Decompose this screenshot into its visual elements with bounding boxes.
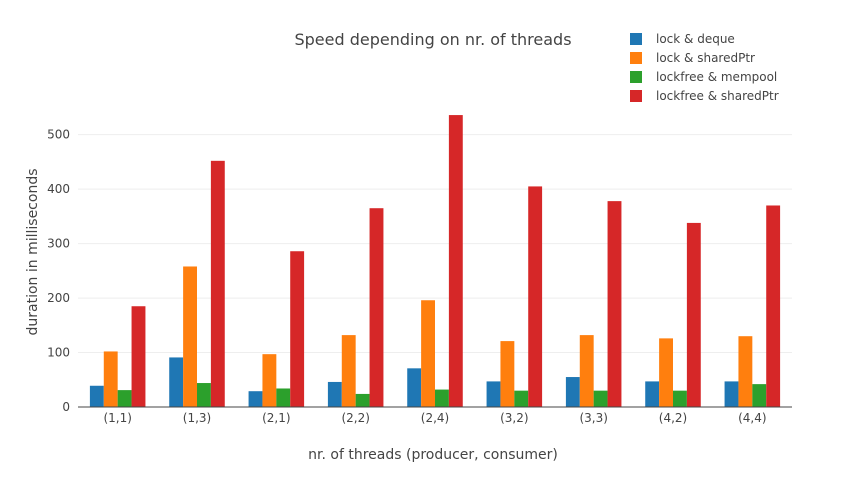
bar-2-4-series-3 (435, 389, 449, 407)
legend: lock & deque lock & sharedPtr lockfree & m… (630, 32, 779, 103)
legend-swatch (630, 52, 642, 64)
bar-1-1-series-3 (117, 390, 132, 407)
bar-3-2-series-2 (500, 341, 515, 407)
x-tick-label: (2,4) (421, 411, 449, 425)
bar-1-3-series-2 (183, 266, 197, 407)
bar-2-2-series-1 (327, 381, 342, 407)
x-tick-label: (4,2) (659, 411, 687, 425)
y-tick-label: 300 (47, 237, 70, 251)
bar-2-4-series-4 (448, 115, 463, 408)
bar-4-2-series-3 (673, 390, 687, 407)
bars (89, 115, 781, 408)
bar-3-3-series-1 (565, 377, 580, 407)
bar-3-3-series-4 (607, 201, 622, 407)
bar-2-2-series-4 (369, 208, 384, 407)
bar-4-2-series-4 (686, 222, 701, 407)
bar-3-3-series-3 (593, 390, 608, 407)
bar-4-4-series-1 (724, 381, 739, 407)
legend-label: lockfree & mempool (656, 70, 777, 84)
y-tick-label: 0 (62, 400, 70, 414)
bar-4-2-series-1 (645, 381, 660, 407)
y-tick-label: 400 (47, 182, 70, 196)
bar-1-3-series-4 (210, 160, 225, 407)
x-tick-label: (3,2) (500, 411, 528, 425)
bar-2-1-series-3 (276, 388, 291, 407)
bar-3-2-series-4 (528, 186, 543, 407)
x-tick-label: (2,2) (341, 411, 369, 425)
bar-2-1-series-4 (290, 251, 305, 407)
bar-2-1-series-2 (262, 354, 277, 407)
bar-2-4-series-1 (407, 368, 422, 407)
axes: 0 100 200 300 400 500 (1,1) (1,3) (2,1) (2,2) (2,4… (47, 128, 792, 425)
bar-2-4-series-2 (421, 300, 435, 407)
legend-swatch (630, 90, 642, 102)
bar-4-4-series-3 (752, 384, 767, 407)
y-tick-label: 200 (47, 291, 70, 305)
legend-swatch (630, 33, 642, 45)
chart-title: Speed depending on nr. of threads (294, 30, 571, 49)
bar-1-1-series-2 (103, 351, 118, 407)
y-tick-label: 100 (47, 346, 70, 360)
legend-label: lockfree & sharedPtr (656, 89, 779, 103)
x-tick-label: (4,4) (738, 411, 766, 425)
legend-label: lock & deque (656, 32, 735, 46)
x-tick-label: (1,1) (103, 411, 131, 425)
x-tick-label: (2,1) (262, 411, 290, 425)
bar-2-2-series-3 (355, 393, 370, 407)
bar-3-3-series-2 (579, 335, 594, 407)
bar-2-1-series-1 (248, 391, 263, 407)
legend-label: lock & sharedPtr (656, 51, 755, 65)
bar-1-3-series-1 (169, 357, 184, 407)
bar-4-2-series-2 (659, 338, 673, 407)
x-axis-label: nr. of threads (producer, consumer) (308, 447, 558, 463)
bar-4-4-series-2 (738, 336, 753, 407)
legend-swatch (630, 71, 642, 83)
bar-3-2-series-1 (486, 381, 501, 407)
bar-3-2-series-3 (514, 390, 529, 407)
x-tick-label: (3,3) (579, 411, 607, 425)
y-tick-label: 500 (47, 128, 70, 142)
bar-1-3-series-3 (197, 383, 211, 407)
bar-1-1-series-1 (89, 385, 104, 407)
bar-2-2-series-2 (341, 335, 356, 407)
bar-4-4-series-4 (766, 205, 781, 407)
bar-1-1-series-4 (131, 306, 146, 407)
x-tick-label: (1,3) (183, 411, 211, 425)
y-axis-label: duration in milliseconds (25, 169, 41, 336)
